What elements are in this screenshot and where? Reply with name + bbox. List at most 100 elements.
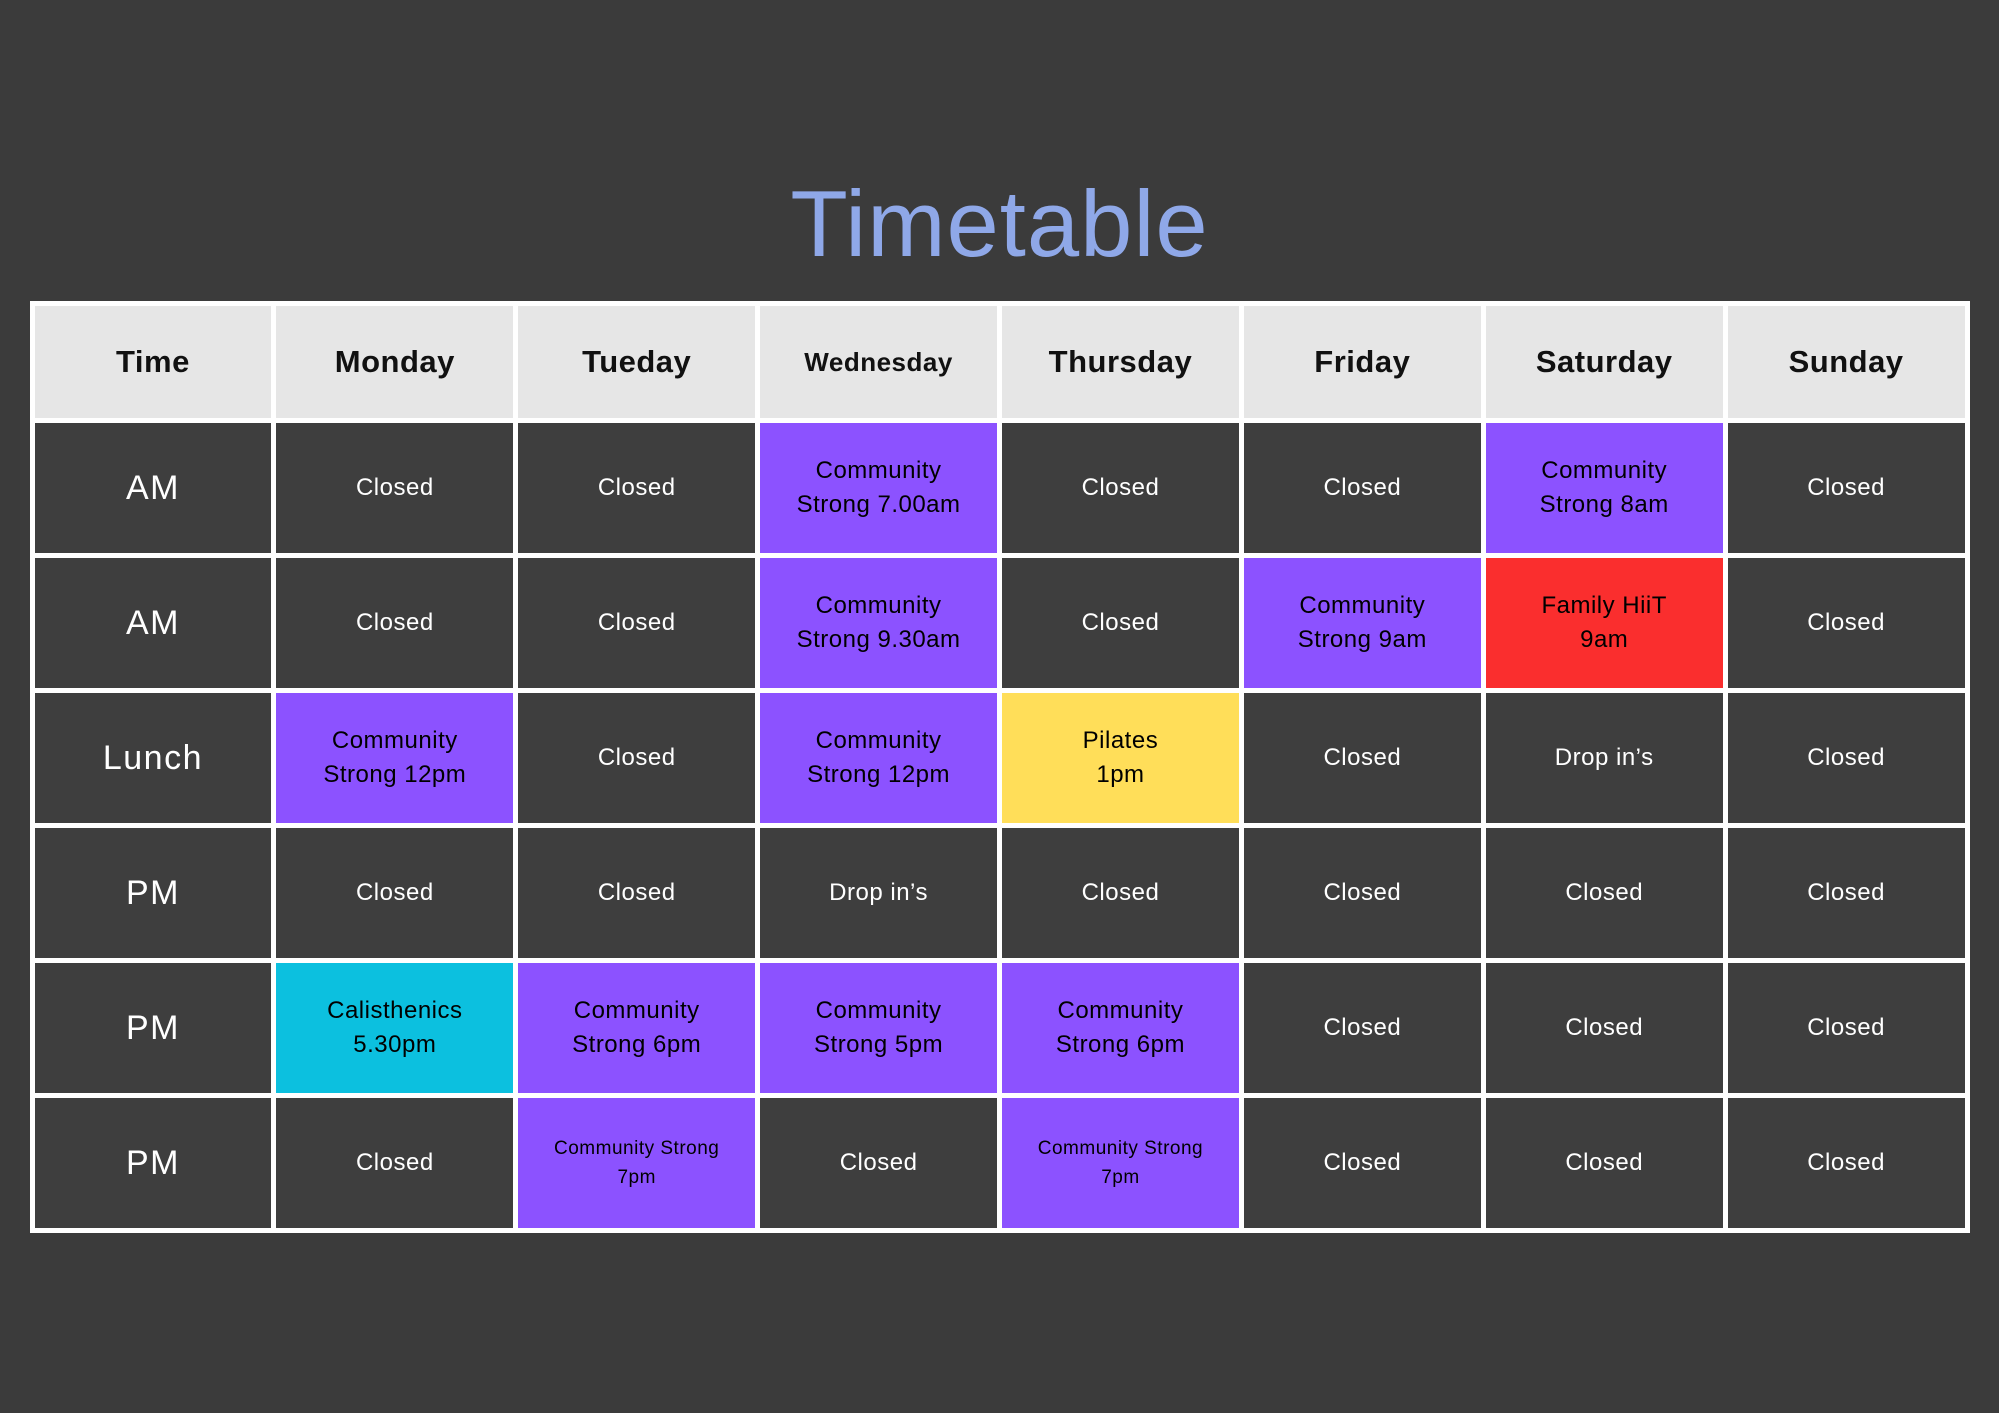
cell-community-strong-12pm: Community Strong 12pm (276, 693, 514, 824)
cell-text-line: Strong 12pm (807, 761, 951, 789)
timetable-row-4: PM Closed Closed Drop in’s Closed Closed Close… (34, 828, 1965, 959)
cell-closed: Closed (276, 558, 514, 689)
column-header-friday: Friday (1243, 306, 1481, 419)
cell-text-line: Community Strong (1037, 1137, 1204, 1159)
cell-text-line: Closed (355, 608, 434, 636)
cell-text-line: Closed (1807, 608, 1885, 636)
cell-closed: Closed (1727, 1098, 1965, 1229)
cell-community-strong-6pm: Community Strong 6pm (518, 963, 756, 1094)
column-header-thursday: Thursday (1002, 306, 1239, 419)
cell-closed: Closed (1243, 423, 1481, 554)
timetable-row-3: Lunch Community Strong 12pm Closed Community… (34, 693, 1965, 824)
time-row-label: PM (34, 1098, 272, 1229)
cell-closed: Closed (276, 1098, 514, 1229)
cell-drop-in-s: Drop in’s (1485, 693, 1723, 824)
cell-family-hiit-9am: Family HiiT 9am (1485, 558, 1723, 689)
cell-text-line: Community (815, 456, 942, 484)
cell-community-strong-9-30am: Community Strong 9.30am (760, 558, 997, 689)
cell-closed: Closed (1243, 963, 1481, 1094)
cell-text-line: Closed (1807, 473, 1885, 501)
cell-community-strong-8am: Community Strong 8am (1485, 423, 1723, 554)
cell-text-line: Closed (1807, 878, 1885, 906)
cell-closed: Closed (1002, 828, 1239, 959)
cell-closed: Closed (1002, 558, 1239, 689)
cell-closed: Closed (1243, 693, 1481, 824)
cell-text-line: Community (815, 591, 942, 619)
cell-text-line: 1pm (1096, 761, 1145, 789)
timetable-body: AM Closed Closed Community Strong 7.00am Clos… (34, 423, 1965, 1229)
column-header-tueday: Tueday (518, 306, 756, 419)
cell-text-line: Community (815, 996, 942, 1024)
cell-text-line: Strong 7.00am (796, 491, 961, 519)
time-row-label: PM (34, 828, 272, 959)
cell-community-strong-9am: Community Strong 9am (1243, 558, 1481, 689)
cell-text-line: Community (1541, 456, 1668, 484)
cell-text-line: Closed (355, 1148, 434, 1176)
cell-community-strong-6pm: Community Strong 6pm (1002, 963, 1239, 1094)
cell-community-strong-7pm: Community Strong 7pm (518, 1098, 756, 1229)
cell-closed: Closed (276, 423, 514, 554)
cell-text-line: Closed (597, 608, 676, 636)
cell-text-line: Pilates (1082, 726, 1159, 754)
cell-community-strong-7-00am: Community Strong 7.00am (760, 423, 997, 554)
cell-text-line: Closed (1323, 878, 1402, 906)
cell-text-line: 7pm (617, 1167, 656, 1189)
cell-closed: Closed (518, 693, 756, 824)
cell-text-line: Closed (1323, 743, 1402, 771)
timetable: Time Monday Tueday Wednesday Thursday Friday S… (29, 301, 1970, 1234)
cell-closed: Closed (1727, 828, 1965, 959)
cell-text-line: 9am (1580, 626, 1629, 654)
cell-text-line: Closed (1323, 1148, 1402, 1176)
time-row-label: AM (34, 423, 272, 554)
cell-closed: Closed (518, 423, 756, 554)
cell-text-line: Closed (1807, 1013, 1885, 1041)
cell-closed: Closed (1485, 828, 1723, 959)
cell-text-line: Closed (1081, 473, 1160, 501)
time-row-label: Lunch (34, 693, 272, 824)
cell-text-line: Drop in’s (1554, 743, 1654, 771)
page-title: Timetable (790, 171, 1209, 276)
cell-text-line: Community (1057, 996, 1184, 1024)
cell-closed: Closed (1727, 558, 1965, 689)
cell-text-line: Family HiiT (1541, 591, 1667, 619)
timetable-row-5: PM Calisthenics 5.30pm Community Strong 6pm C… (34, 963, 1965, 1094)
cell-text-line: Closed (355, 878, 434, 906)
cell-closed: Closed (1002, 423, 1239, 554)
column-header-wednesday: Wednesday (760, 306, 997, 419)
cell-text-line: Strong 6pm (572, 1031, 702, 1059)
cell-text-line: 7pm (1101, 1167, 1140, 1189)
cell-closed: Closed (760, 1098, 997, 1229)
cell-community-strong-12pm: Community Strong 12pm (760, 693, 997, 824)
column-header-monday: Monday (276, 306, 514, 419)
cell-text-line: Closed (1807, 743, 1885, 771)
cell-text-line: Strong 9.30am (796, 626, 961, 654)
column-header-saturday: Saturday (1485, 306, 1723, 419)
cell-text-line: Strong 6pm (1055, 1031, 1185, 1059)
time-row-label: AM (34, 558, 272, 689)
cell-closed: Closed (1243, 1098, 1481, 1229)
cell-text-line: Closed (1081, 878, 1160, 906)
cell-closed: Closed (1485, 1098, 1723, 1229)
cell-text-line: Strong 9am (1297, 626, 1427, 654)
cell-text-line: Closed (1323, 473, 1402, 501)
cell-text-line: Community (815, 726, 942, 754)
cell-text-line: Strong 12pm (323, 761, 467, 789)
cell-pilates-1pm: Pilates 1pm (1002, 693, 1239, 824)
cell-text-line: Closed (1565, 878, 1644, 906)
cell-text-line: Closed (839, 1148, 918, 1176)
cell-text-line: Calisthenics (327, 996, 463, 1024)
cell-text-line: Community (573, 996, 700, 1024)
timetable-row-2: AM Closed Closed Community Strong 9.30am Clos… (34, 558, 1965, 689)
cell-community-strong-7pm: Community Strong 7pm (1002, 1098, 1239, 1229)
cell-text-line: Closed (355, 473, 434, 501)
cell-closed: Closed (518, 558, 756, 689)
cell-text-line: Community (331, 726, 458, 754)
cell-closed: Closed (1727, 423, 1965, 554)
cell-closed: Closed (276, 828, 514, 959)
column-header-sunday: Sunday (1727, 306, 1965, 419)
cell-text-line: Strong 5pm (814, 1031, 944, 1059)
cell-closed: Closed (1727, 693, 1965, 824)
cell-text-line: Strong 8am (1539, 491, 1669, 519)
cell-text-line: Closed (597, 743, 676, 771)
